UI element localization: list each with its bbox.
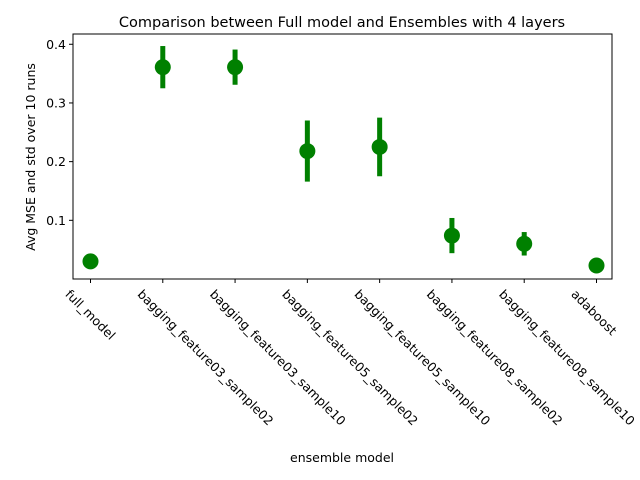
data-point xyxy=(516,235,533,252)
data-point xyxy=(443,227,460,244)
y-tick-label: 0.2 xyxy=(46,154,66,169)
x-axis-label: ensemble model xyxy=(290,450,394,465)
data-point xyxy=(371,138,388,155)
plot-frame xyxy=(72,33,613,280)
y-tick-label: 0.4 xyxy=(46,37,66,52)
chart-marks xyxy=(82,46,605,274)
y-axis-label: Avg MSE and std over 10 runs xyxy=(23,63,38,251)
data-point xyxy=(227,59,244,76)
y-tick-label: 0.1 xyxy=(46,213,66,228)
data-point xyxy=(588,257,605,274)
chart-title: Comparison between Full model and Ensemb… xyxy=(119,15,565,31)
y-axis-ticks: 0.1 0.2 0.3 0.4 xyxy=(46,37,73,228)
data-point xyxy=(82,253,99,270)
data-point xyxy=(299,143,316,160)
y-tick-label: 0.3 xyxy=(46,95,66,110)
data-point xyxy=(154,59,171,76)
